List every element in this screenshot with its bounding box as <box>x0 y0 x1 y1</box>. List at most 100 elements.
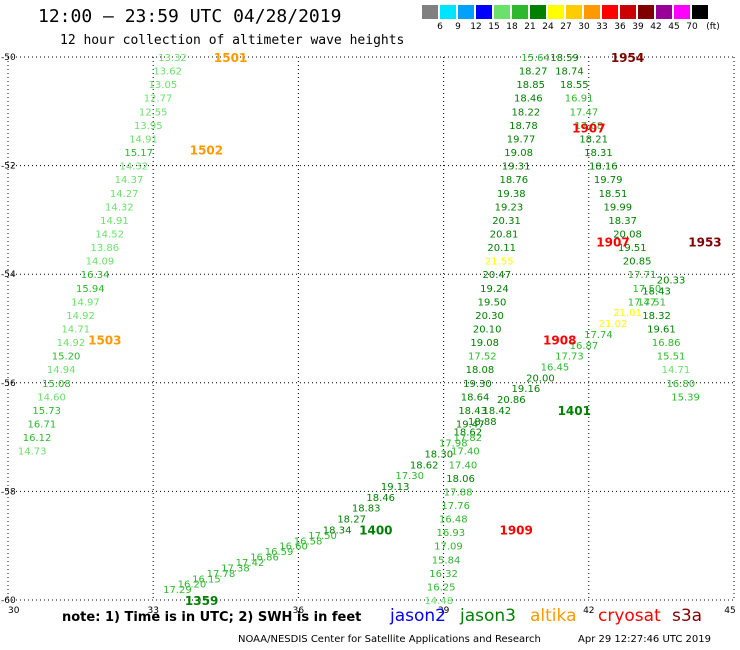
swh-value-label: 12.55 <box>139 107 168 118</box>
scale-swatch-33 <box>602 5 618 19</box>
pass-time-label: 1908 <box>543 333 576 347</box>
swh-value-label: 15.51 <box>657 352 686 363</box>
swh-value-label: 17.82 <box>453 433 482 444</box>
swh-value-label: 19.16 <box>512 384 541 395</box>
swh-value-label: 18.37 <box>608 216 637 227</box>
x-tick-label: 33 <box>147 606 158 616</box>
scale-swatch-18 <box>512 5 528 19</box>
swh-value-label: 18.83 <box>352 504 381 515</box>
swh-value-label: 13.86 <box>90 243 119 254</box>
scale-tick-label: 18 <box>506 22 518 32</box>
swh-value-label: 18.46 <box>366 493 395 504</box>
swh-value-label: 16.48 <box>439 515 468 526</box>
y-tick-label: -54 <box>1 270 16 280</box>
swh-value-label: 17.50 <box>308 531 337 542</box>
swh-value-label: 18.46 <box>514 94 543 105</box>
scale-swatch-30 <box>584 5 600 19</box>
swh-value-label: 18.59 <box>550 53 579 64</box>
pass-time-label: 1502 <box>190 143 223 157</box>
swh-value-label: 15.73 <box>32 406 61 417</box>
y-tick-label: -58 <box>1 487 16 497</box>
swh-value-label: 19.23 <box>495 202 524 213</box>
swh-value-label: 17.42 <box>236 558 265 569</box>
time-labels: 1501 1502 1503 1359 1400 1401 1907 1908 1909 1954… <box>88 51 722 608</box>
x-tick-label: 36 <box>293 606 305 616</box>
y-tick-label: -52 <box>1 162 16 172</box>
pass-time-label: 1953 <box>688 236 721 250</box>
satellite-legend-jason2: jason2 <box>390 606 446 626</box>
scale-swatch-70 <box>692 5 708 19</box>
grid-lines <box>7 56 735 601</box>
scale-tick-label: 70 <box>686 22 698 32</box>
swh-value-label: 19.08 <box>504 148 533 159</box>
swh-value-label: 15.64 <box>521 53 550 64</box>
satellite-legend-altika: altika <box>530 606 577 626</box>
scale-swatch-9 <box>458 5 474 19</box>
satellite-legend-s3a: s3a <box>672 606 703 626</box>
swh-value-label: 18.88 <box>468 417 497 428</box>
swh-value-label: 13.62 <box>153 67 182 78</box>
y-tick-label: -56 <box>1 379 16 389</box>
swh-value-label: 16.20 <box>178 580 207 591</box>
scale-swatch-3 <box>422 5 438 19</box>
swh-value-label: 15.20 <box>52 352 81 363</box>
swh-value-label: 19.77 <box>507 134 536 145</box>
pass-time-label: 1359 <box>185 594 218 608</box>
swh-value-label: 16.87 <box>570 341 599 352</box>
swh-value-label: 19.30 <box>463 379 492 390</box>
swh-value-label: 18.55 <box>560 80 589 91</box>
swh-value-label: 16.34 <box>81 270 110 281</box>
pass-time-label: 1907 <box>572 122 605 136</box>
swh-value-label: 18.16 <box>589 162 618 173</box>
swh-value-label: 17.52 <box>468 352 497 363</box>
swh-value-label: 19.51 <box>618 243 647 254</box>
swh-value-label: 14.94 <box>47 365 76 376</box>
satellite-legend-jason3: jason3 <box>460 606 516 626</box>
pass-time-label: 1501 <box>214 51 247 65</box>
swh-value-label: 19.79 <box>594 175 623 186</box>
footer-note: note: 1) Time is in UTC; 2) SWH is in fe… <box>62 610 362 625</box>
swh-value-label: 14.37 <box>115 175 144 186</box>
pass-time-label: 1909 <box>499 523 532 537</box>
scale-swatch-45 <box>674 5 690 19</box>
swh-value-label: 19.24 <box>480 284 509 295</box>
scale-tick-label: 39 <box>632 22 644 32</box>
pass-time-label: 1954 <box>611 51 644 65</box>
axis-ticks: 30 33 36 39 42 45 -50 -52 -54 -56 -58 -60 <box>1 53 736 616</box>
swh-value-label: 18.21 <box>579 134 608 145</box>
swh-value-label: 14.52 <box>95 229 124 240</box>
swh-value-label: 17.51 <box>637 297 666 308</box>
swh-value-label: 18.34 <box>323 525 352 536</box>
y-tick-label: -60 <box>1 596 16 606</box>
scale-tick-label: 9 <box>455 22 461 32</box>
satellite-legend-cryosat: cryosat <box>598 606 661 626</box>
swh-value-label: 17.73 <box>555 352 584 363</box>
swh-value-label: 16.93 <box>437 528 466 539</box>
scale-tick-label: 33 <box>596 22 608 32</box>
swh-value-label: 14.09 <box>86 257 115 268</box>
pass-time-label: 1400 <box>359 523 392 537</box>
swh-value-label: 18.76 <box>499 175 528 186</box>
swh-value-label: 18.85 <box>516 80 545 91</box>
swh-value-label: 14.32 <box>105 202 134 213</box>
swh-value-label: 18.43 <box>458 406 487 417</box>
swh-value-label: 17.98 <box>439 439 468 450</box>
scale-tick-label: 21 <box>524 22 536 32</box>
swh-value-label: 18.06 <box>446 474 475 485</box>
scale-tick-label: 30 <box>578 22 590 32</box>
x-tick-label: 30 <box>8 606 20 616</box>
swh-value-label: 17.40 <box>449 460 478 471</box>
swh-value-label: 18.42 <box>483 406 512 417</box>
swh-value-label: 14.60 <box>37 392 66 403</box>
x-tick-label: 45 <box>724 606 735 616</box>
swh-value-label: 18.62 <box>410 460 439 471</box>
swh-value-label: 18.74 <box>555 67 584 78</box>
swh-value-label: 20.81 <box>490 229 519 240</box>
swh-value-label: 14.27 <box>110 189 139 200</box>
scale-tick-label: 24 <box>542 22 554 32</box>
swh-value-label: 17.47 <box>570 107 599 118</box>
footer-credit: NOAA/NESDIS Center for Satellite Applica… <box>238 634 541 645</box>
swh-value-label: 21.01 <box>613 308 642 319</box>
swh-value-label: 14.73 <box>18 447 47 458</box>
